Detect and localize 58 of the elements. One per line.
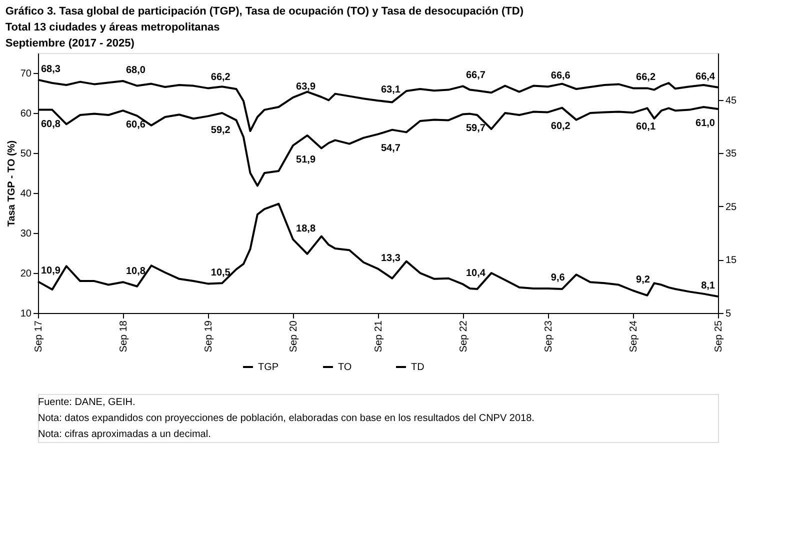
x-tick-label: Sep 19 [203,320,214,352]
data-label: 9,6 [550,272,566,284]
data-label: 60,1 [636,122,656,133]
y-tick-label: 10 [20,308,32,320]
text: Nota: datos expandidos con proyecciones de población, elaboradas con base en los resultados del CNPV 2018. [38,413,534,424]
data-label: 59,2 [210,125,231,136]
y2-tick-label: 45 [726,95,738,106]
data-label: 13,3 [381,252,401,264]
data-label: 54,7 [381,143,401,154]
data-label: 63,1 [381,84,401,96]
data-label: 59,7 [466,123,486,134]
x-tick-label: Sep 25 [714,320,724,352]
y2-tick-label: 5 [726,308,732,320]
legend-label: TGP [258,362,279,373]
data-label: 9,2 [636,274,650,286]
x-tick-label: Sep 22 [458,320,470,352]
x-tick-label: Sep 17 [34,320,44,352]
y-tick-label: 50 [20,148,32,160]
y2-tick-label: 35 [726,148,738,160]
data-label: 61,0 [696,118,716,129]
x-tick-label: Sep 18 [118,320,130,352]
data-label: 66,6 [550,70,571,82]
y-axis-title: Tasa TGP - TO (%) [6,140,18,227]
legend-label: TO [338,362,352,373]
data-label: 10,4 [466,268,486,280]
legend-label: TD [411,362,424,373]
x-tick-label: Sep 24 [628,320,640,352]
y-tick-label: 60 [20,108,32,120]
text: Nota: cifras aproximadas a un decimal. [38,429,211,440]
data-label: 66,2 [210,72,231,84]
data-label: 68,3 [41,64,61,75]
x-tick-label: Sep 23 [543,320,554,352]
y-tick-label: 70 [20,68,32,80]
data-label: 63,9 [296,81,316,92]
data-label: 60,8 [41,118,61,130]
data-label: 51,9 [296,154,316,166]
data-label: 10,9 [41,266,61,277]
y2-tick-label: 25 [726,202,738,213]
y-tick-label: 30 [20,228,32,240]
y-tick-label: 20 [20,268,32,280]
data-label: 66,7 [466,70,486,82]
data-label: 60,2 [550,121,571,132]
chart-title: Gráfico 3. Tasa global de participación (TGP), Tasa de ocupación (TO) y Tasa de desocupación (TD) [5,6,524,18]
data-label: 10,8 [126,266,146,278]
data-label: 10,5 [210,268,231,279]
text: Total 13 ciudades y áreas metropolitanas [5,22,220,34]
data-label: 8,1 [701,280,716,292]
x-tick-label: Sep 21 [374,320,384,352]
data-label: 68,0 [126,65,146,76]
x-tick-label: Sep 20 [288,320,300,352]
y2-tick-label: 15 [726,255,738,266]
data-label: 18,8 [296,223,316,234]
data-label: 66,2 [636,72,656,84]
text: Septiembre (2017 - 2025) [5,38,134,50]
source-note: Fuente: DANE, GEIH. [38,397,136,408]
data-label: 66,4 [696,71,716,82]
y-tick-label: 40 [20,188,32,200]
data-label: 60,6 [126,120,146,131]
